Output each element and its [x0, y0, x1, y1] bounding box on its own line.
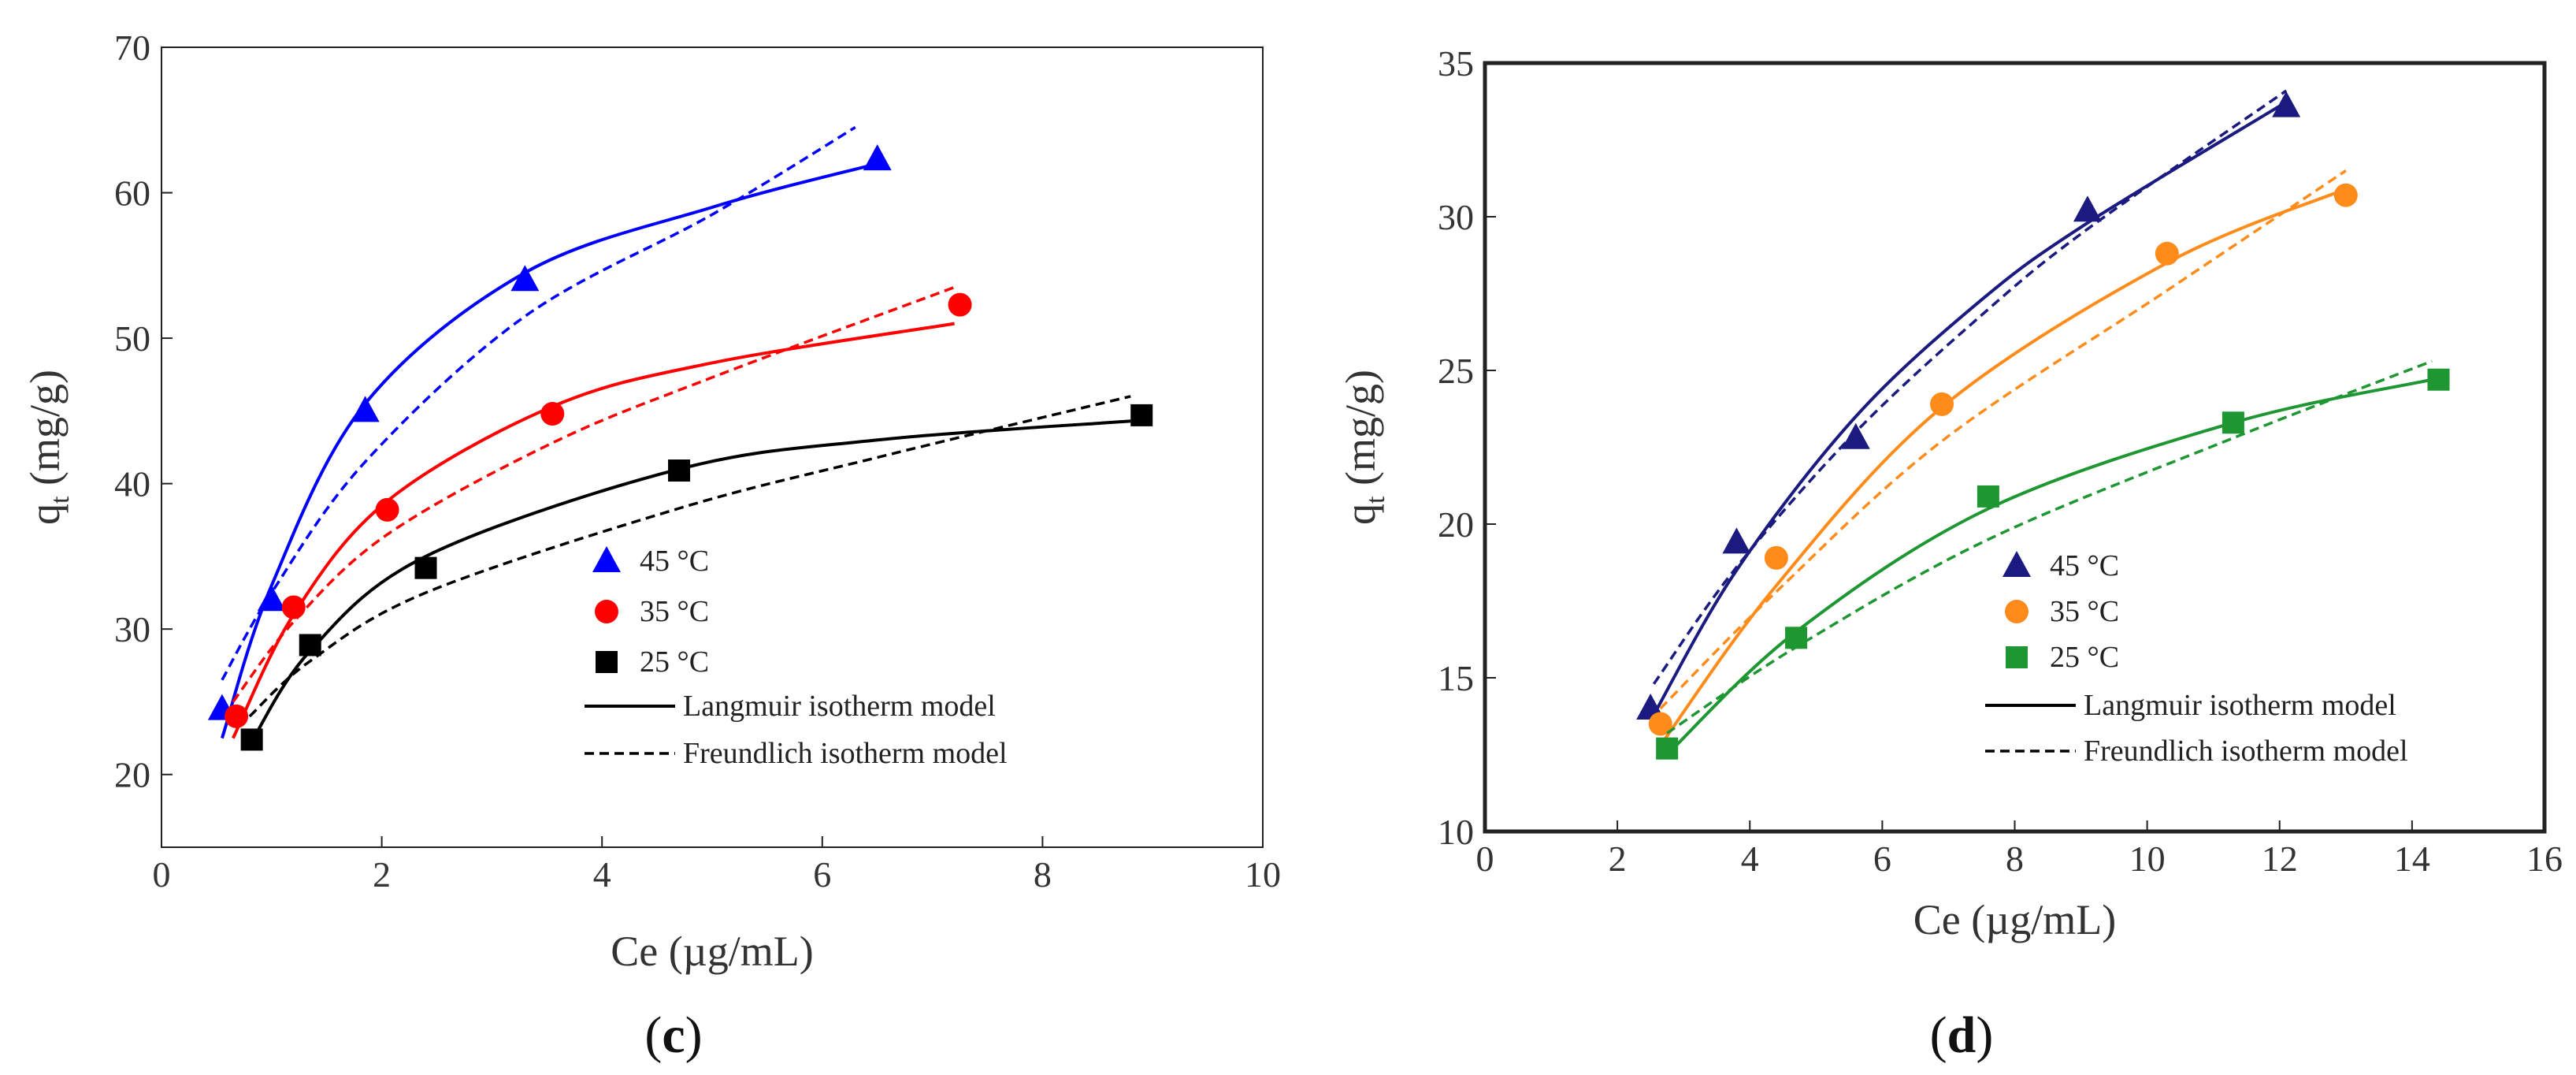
panel-label: (d) — [1930, 1006, 1994, 1064]
data-point — [1785, 627, 1808, 649]
y-tick-label: 30 — [1438, 197, 1474, 237]
series-35C — [1648, 169, 2358, 746]
y-tick-label: 40 — [114, 464, 150, 504]
x-tick-label: 10 — [1245, 854, 1281, 895]
y-tick-label: 50 — [114, 318, 150, 359]
data-point — [1841, 422, 1870, 449]
y-tick-label: 20 — [114, 755, 150, 795]
legend: 45 °C 35 °C 25 °C Langmuir isotherm model Fr… — [1985, 549, 2408, 768]
data-point — [1764, 545, 1788, 570]
x-tick-label: 16 — [2526, 839, 2563, 879]
x-tick-label: 6 — [1873, 839, 1891, 879]
series-25C — [240, 395, 1153, 751]
legend-entry-label: 25 °C — [2050, 641, 2119, 674]
freundlich-fit-line — [1666, 359, 2433, 735]
data-point — [299, 634, 321, 657]
panel-label: (c) — [644, 1006, 702, 1064]
legend-marker — [592, 546, 621, 572]
x-axis-title: Ce (µg/mL) — [1913, 896, 2117, 943]
data-point — [1648, 712, 1672, 736]
legend-marker — [2005, 600, 2029, 623]
data-point — [257, 585, 286, 612]
data-point — [281, 595, 306, 619]
x-tick-label: 2 — [373, 854, 391, 895]
data-point — [1130, 404, 1153, 426]
freundlich-fit-line — [1652, 89, 2288, 685]
y-tick-label: 35 — [1438, 43, 1474, 84]
legend-langmuir-label: Langmuir isotherm model — [2084, 689, 2396, 722]
legend-langmuir-label: Langmuir isotherm model — [683, 690, 996, 723]
data-point — [2333, 183, 2358, 207]
data-point — [240, 728, 263, 751]
series-35C — [225, 285, 972, 739]
legend: 45 °C 35 °C 25 °C Langmuir isotherm model Fr… — [585, 545, 1008, 770]
panel-d: 0 2 4 6 8 10 12 14 16 10 15 20 25 30 35 Ce (µg/mL) qt (m… — [1337, 43, 2563, 1064]
data-point — [2222, 411, 2244, 434]
legend-entry-label: 35 °C — [2050, 595, 2119, 628]
legend-marker — [596, 651, 618, 673]
y-tick-label: 15 — [1438, 658, 1474, 698]
legend-entry-label: 45 °C — [2050, 549, 2119, 582]
legend-freundlich-label: Freundlich isotherm model — [683, 737, 1008, 770]
freundlich-fit-line — [221, 126, 856, 681]
x-tick-label: 10 — [2129, 839, 2166, 879]
freundlich-fit-line — [232, 285, 956, 703]
data-point — [225, 704, 249, 728]
y-axis-title: qt (mg/g) — [21, 370, 75, 525]
x-tick-label: 8 — [1034, 854, 1052, 895]
data-point — [948, 292, 972, 317]
y-tick-label: 60 — [114, 173, 150, 214]
y-axis-title: qt (mg/g) — [1337, 370, 1390, 525]
panel-c: 0 2 4 6 8 10 20 30 40 50 60 70 Ce (µg/mL) qt (mg/g) 45… — [21, 28, 1281, 1064]
data-point — [510, 265, 540, 292]
series-25C — [1656, 359, 2450, 760]
legend-marker — [2006, 646, 2028, 668]
data-point — [1977, 485, 1999, 508]
x-tick-label: 0 — [153, 854, 171, 895]
legend-marker — [595, 600, 618, 623]
y-tick-label: 20 — [1438, 504, 1474, 545]
data-point — [1930, 392, 1954, 416]
x-tick-label: 4 — [1741, 839, 1759, 879]
data-point — [414, 556, 437, 579]
x-tick-label: 0 — [1476, 839, 1494, 879]
series-45C — [1636, 89, 2301, 720]
langmuir-fit-line — [1665, 378, 2433, 756]
data-point — [2272, 91, 2301, 117]
data-point — [540, 402, 565, 426]
x-tick-label: 14 — [2394, 839, 2430, 879]
data-point — [2073, 195, 2102, 222]
x-tick-label: 8 — [2006, 839, 2024, 879]
legend-marker — [2003, 551, 2031, 577]
x-tick-label: 12 — [2262, 839, 2298, 879]
data-point — [375, 497, 399, 522]
data-point — [2155, 241, 2179, 266]
y-tick-label: 25 — [1438, 351, 1474, 391]
data-point — [1656, 737, 1679, 760]
freundlich-fit-line — [1659, 169, 2347, 710]
legend-entry-label: 25 °C — [640, 645, 709, 679]
y-tick-label: 70 — [114, 28, 150, 68]
legend-freundlich-label: Freundlich isotherm model — [2084, 735, 2408, 768]
y-tick-label: 30 — [114, 609, 150, 649]
x-tick-label: 2 — [1609, 839, 1627, 879]
data-point — [2427, 368, 2450, 391]
langmuir-fit-line — [1652, 104, 2281, 716]
legend-entry-label: 45 °C — [640, 545, 709, 578]
langmuir-fit-line — [232, 322, 955, 739]
data-point — [668, 459, 691, 482]
data-point — [863, 144, 892, 171]
series-45C — [207, 126, 892, 739]
y-tick-label: 10 — [1438, 812, 1474, 852]
x-tick-label: 4 — [593, 854, 611, 895]
x-axis-title: Ce (µg/mL) — [611, 928, 814, 975]
legend-entry-label: 35 °C — [640, 595, 709, 628]
x-tick-label: 6 — [813, 854, 831, 895]
data-point — [351, 396, 380, 422]
plot-frame — [161, 46, 1264, 848]
data-point — [1722, 527, 1751, 554]
